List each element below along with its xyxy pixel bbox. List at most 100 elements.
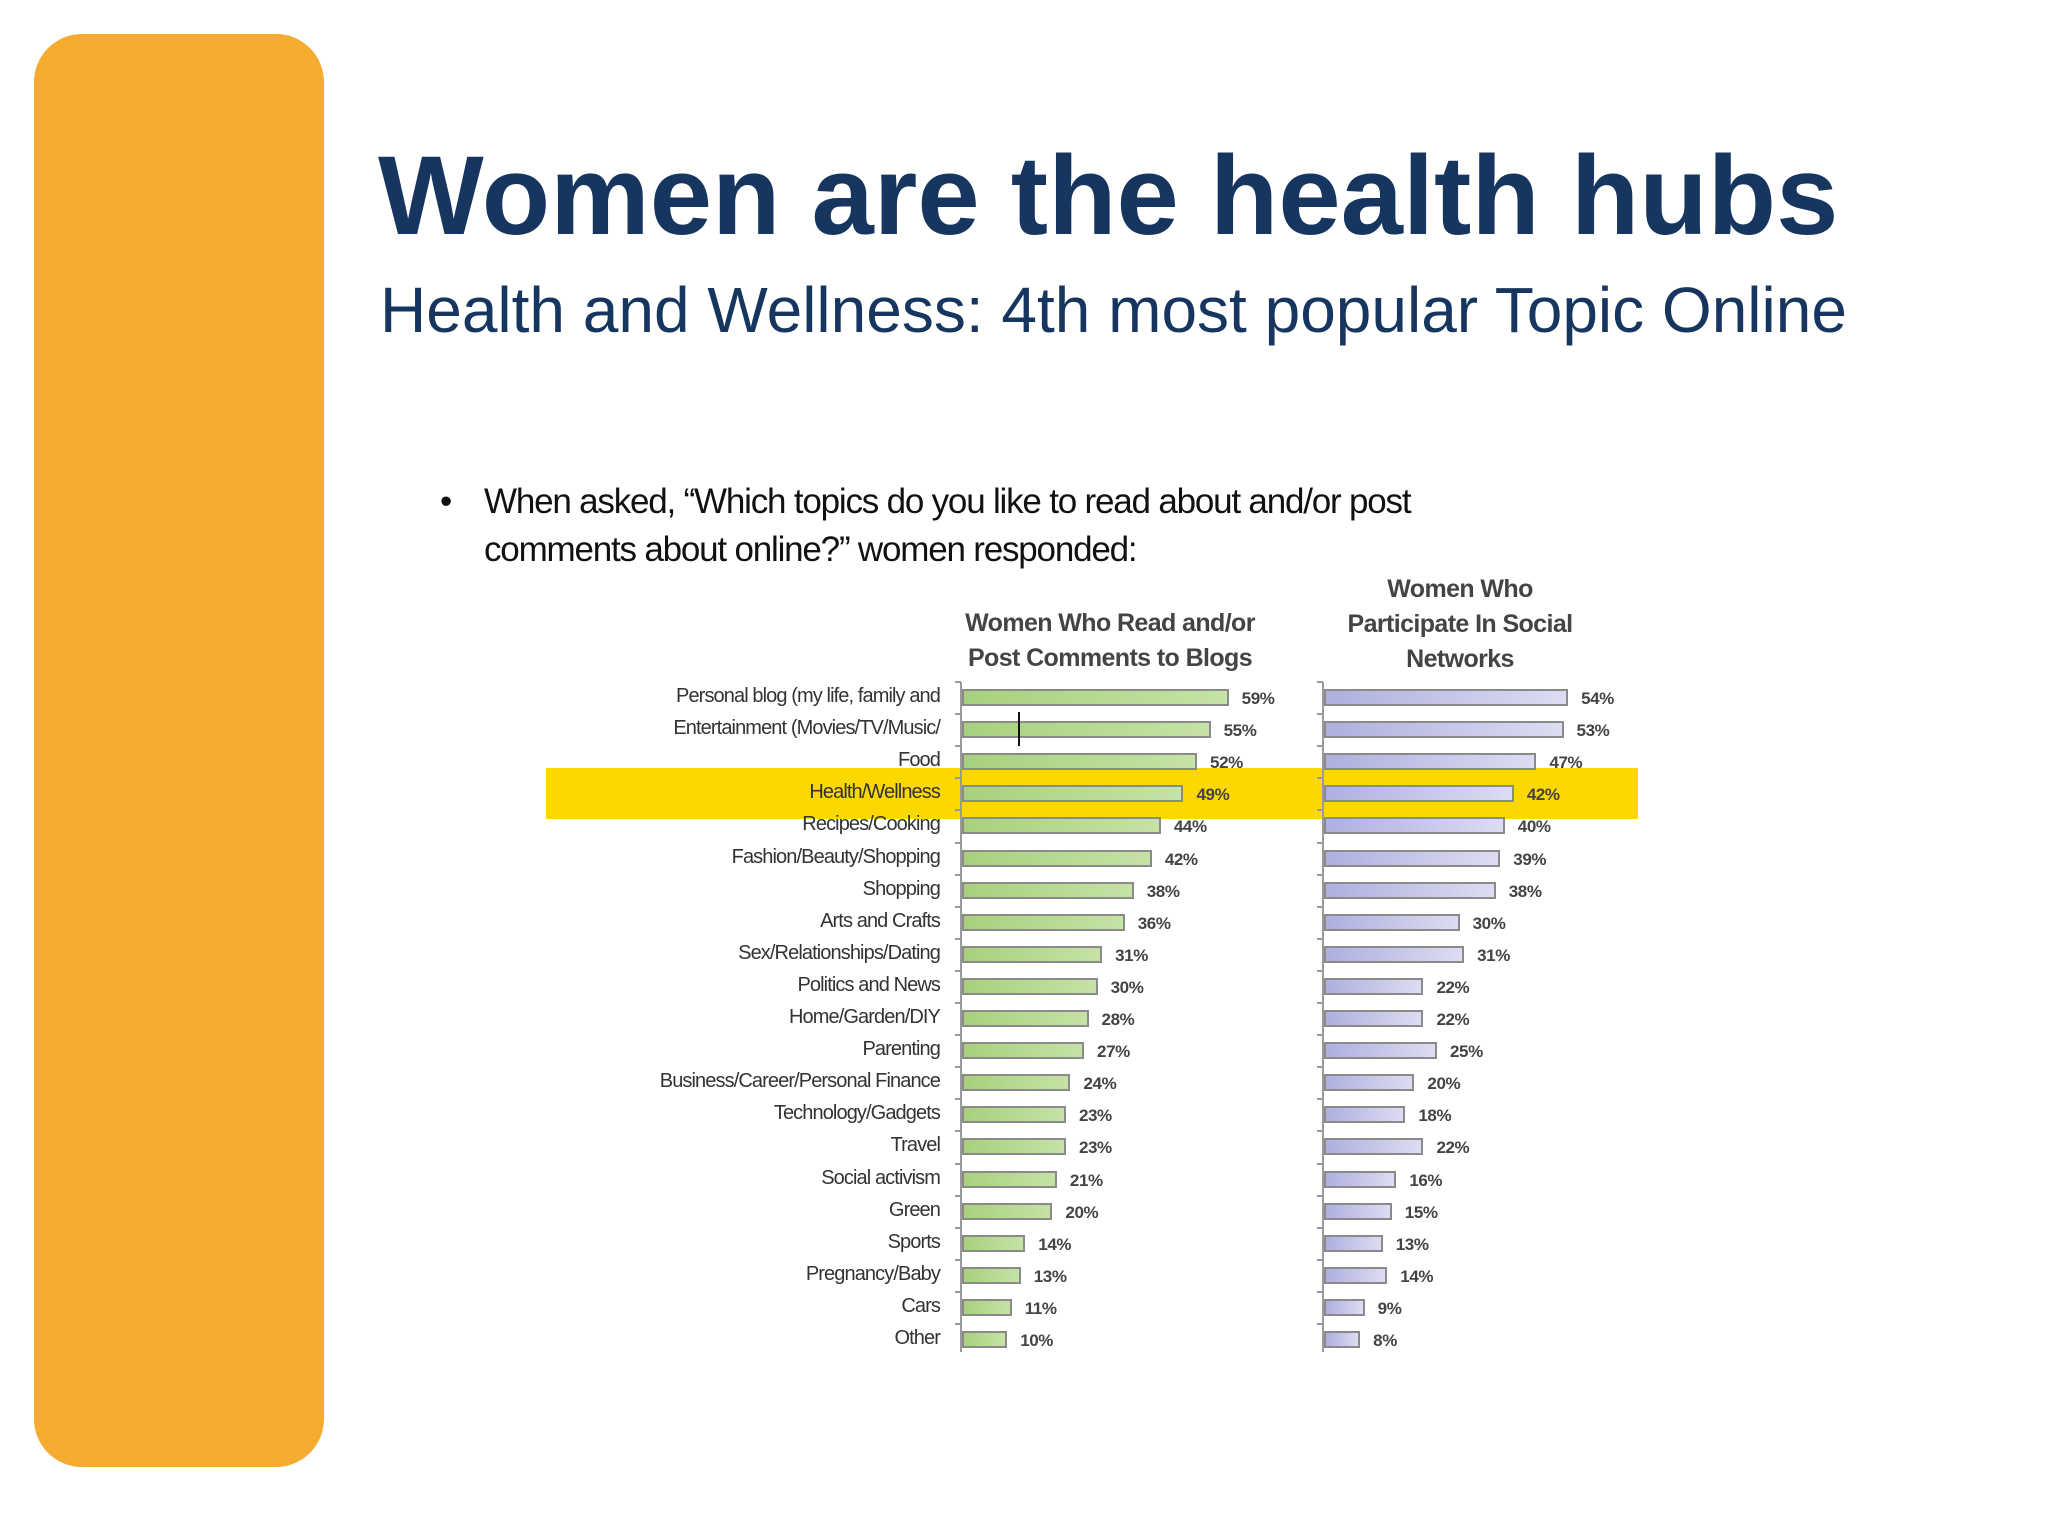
category-label: Fashion/Beauty/Shopping	[731, 845, 941, 868]
social-axis-tick	[1317, 1194, 1323, 1197]
social-bar	[1324, 849, 1501, 867]
blogs-bar	[962, 1234, 1026, 1252]
blogs-axis-tick	[955, 1066, 961, 1069]
social-bar	[1324, 1074, 1415, 1092]
social-value-label: 15%	[1404, 1202, 1438, 1222]
blogs-bar	[962, 1138, 1066, 1156]
blogs-value-label: 20%	[1065, 1202, 1099, 1222]
blogs-axis-tick	[955, 1194, 961, 1197]
question-line-2: comments about online?” women responded:	[484, 530, 1138, 569]
blogs-bar	[962, 849, 1152, 867]
blogs-axis-tick	[955, 777, 961, 780]
blogs-axis-tick	[955, 905, 961, 908]
social-axis-tick	[1317, 681, 1323, 683]
social-value-label: 54%	[1581, 689, 1614, 708]
social-value-label: 18%	[1418, 1106, 1452, 1126]
social-bar	[1324, 1106, 1406, 1124]
social-bar	[1324, 1010, 1424, 1027]
social-axis-tick	[1317, 713, 1323, 716]
category-label: Entertainment (Movies/TV/Music/	[673, 717, 941, 740]
category-label: Sex/Relationships/Dating	[738, 941, 941, 964]
social-bar	[1324, 1234, 1383, 1252]
blogs-value-label: 44%	[1173, 817, 1207, 837]
social-bar	[1324, 1331, 1361, 1348]
blogs-value-label: 59%	[1241, 689, 1275, 708]
blogs-value-label: 42%	[1164, 849, 1198, 869]
social-value-label: 47%	[1549, 753, 1583, 773]
social-bar	[1324, 1266, 1388, 1284]
blogs-value-label: 13%	[1033, 1266, 1067, 1286]
blogs-axis-tick	[955, 873, 961, 876]
blogs-header-line-1: Women Who Read and/or	[965, 609, 1255, 637]
blogs-value-label: 23%	[1078, 1106, 1112, 1126]
blogs-axis-tick	[955, 809, 961, 812]
social-value-label: 40%	[1517, 817, 1551, 837]
social-value-label: 25%	[1450, 1042, 1483, 1062]
social-value-label: 38%	[1508, 881, 1542, 901]
category-label: Health/Wellness	[809, 781, 941, 804]
social-axis-tick	[1317, 1002, 1323, 1004]
category-label: Food	[898, 749, 941, 772]
category-label: Business/Career/Personal Finance	[659, 1070, 941, 1093]
social-axis-tick	[1317, 1323, 1323, 1325]
social-bar	[1324, 945, 1465, 963]
social-bar	[1324, 753, 1537, 771]
social-axis-tick	[1317, 873, 1323, 876]
social-header-line-1: Women Who	[1387, 575, 1533, 603]
social-value-label: 16%	[1409, 1170, 1443, 1190]
blogs-axis-tick	[955, 937, 961, 940]
blogs-column-header: Women Who Read and/or Post Comments to B…	[920, 606, 1300, 676]
social-bar	[1324, 1138, 1424, 1156]
blogs-value-label: 30%	[1110, 977, 1144, 997]
blogs-axis-tick	[955, 1130, 961, 1133]
blogs-value-label: 11%	[1024, 1298, 1057, 1318]
blogs-value-label: 28%	[1101, 1010, 1135, 1029]
social-axis-tick	[1317, 841, 1323, 844]
social-axis-tick	[1317, 1258, 1323, 1261]
blogs-axis-tick	[955, 1162, 961, 1165]
blogs-value-label: 27%	[1097, 1042, 1130, 1062]
category-label: Cars	[901, 1294, 941, 1317]
blogs-value-label: 38%	[1146, 881, 1180, 901]
social-bar	[1324, 913, 1460, 931]
social-bar	[1324, 1170, 1397, 1188]
blogs-axis-tick	[955, 1034, 961, 1037]
text-cursor-mark	[1018, 712, 1020, 746]
blogs-axis-tick	[955, 713, 961, 716]
social-bar	[1324, 977, 1424, 995]
blogs-bar	[962, 1298, 1012, 1316]
blogs-bar	[962, 977, 1098, 995]
social-axis-tick	[1317, 809, 1323, 812]
blogs-axis-tick	[955, 1002, 961, 1004]
blogs-bar	[962, 817, 1161, 835]
blogs-bar	[962, 1106, 1066, 1124]
blogs-axis-tick	[955, 1323, 961, 1325]
blogs-bar	[962, 913, 1125, 931]
social-value-label: 14%	[1400, 1266, 1434, 1286]
social-axis	[1322, 682, 1324, 1352]
social-value-label: 9%	[1377, 1298, 1402, 1318]
blogs-value-label: 14%	[1038, 1234, 1072, 1254]
category-label: Travel	[890, 1134, 941, 1157]
social-value-label: 13%	[1395, 1234, 1429, 1254]
blogs-value-label: 10%	[1020, 1331, 1054, 1350]
blogs-value-label: 24%	[1083, 1074, 1117, 1094]
category-label: Technology/Gadgets	[773, 1102, 941, 1125]
category-label: Other	[894, 1327, 940, 1349]
blogs-bar	[962, 1010, 1089, 1027]
social-axis-tick	[1317, 1130, 1323, 1133]
social-value-label: 30%	[1472, 913, 1506, 933]
blogs-axis-tick	[955, 841, 961, 844]
blogs-axis-tick	[955, 1290, 961, 1293]
social-axis-tick	[1317, 1162, 1323, 1165]
blogs-bar	[962, 721, 1211, 739]
social-column-header: Women Who Participate In Social Networks	[1310, 572, 1610, 677]
social-header-line-2: Participate In Social	[1347, 610, 1574, 638]
social-bar	[1324, 1042, 1437, 1060]
social-axis-tick	[1317, 969, 1323, 972]
category-label: Arts and Crafts	[820, 909, 941, 932]
social-axis-tick	[1317, 1226, 1323, 1229]
blogs-bar	[962, 1170, 1057, 1188]
social-axis-tick	[1317, 1066, 1323, 1069]
social-bar	[1324, 785, 1514, 803]
